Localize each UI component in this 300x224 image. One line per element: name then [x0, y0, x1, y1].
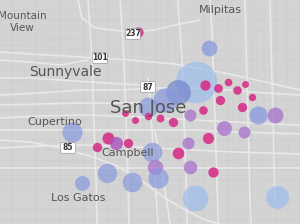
Point	[105, 171, 110, 175]
Point	[194, 80, 198, 84]
Point	[206, 136, 210, 140]
Point	[94, 145, 99, 149]
Text: Campbell: Campbell	[102, 148, 154, 158]
Point	[243, 82, 248, 86]
Text: Los Gatos: Los Gatos	[51, 193, 105, 203]
Point	[211, 170, 215, 174]
Text: 237: 237	[125, 30, 141, 39]
Point	[188, 113, 192, 117]
FancyBboxPatch shape	[141, 82, 155, 92]
Point	[240, 105, 244, 109]
Point	[146, 114, 150, 118]
Point	[222, 126, 226, 130]
FancyBboxPatch shape	[126, 29, 140, 39]
Point	[273, 113, 278, 117]
Text: 87: 87	[142, 82, 153, 91]
Point	[150, 150, 154, 154]
Point	[80, 181, 84, 185]
Point	[130, 180, 134, 184]
Point	[207, 46, 212, 50]
Text: San Jose: San Jose	[110, 99, 186, 117]
Text: Milpitas: Milpitas	[199, 5, 242, 15]
Point	[114, 141, 118, 145]
Point	[176, 90, 180, 94]
Point	[70, 130, 74, 134]
Point	[235, 88, 239, 92]
Point	[156, 176, 161, 180]
Text: 85: 85	[63, 144, 73, 153]
Point	[158, 116, 162, 120]
Point	[153, 165, 158, 169]
Point	[106, 136, 110, 140]
Point	[202, 83, 207, 87]
Point	[171, 120, 176, 124]
Point	[136, 30, 140, 34]
Point	[123, 111, 128, 115]
Point	[126, 141, 130, 145]
FancyBboxPatch shape	[93, 53, 107, 63]
Point	[242, 130, 246, 134]
Point	[274, 195, 279, 199]
Text: Mountain
View: Mountain View	[0, 11, 46, 33]
Point	[146, 105, 150, 109]
Point	[133, 118, 137, 122]
Text: 101: 101	[92, 54, 108, 62]
Point	[193, 196, 197, 200]
Point	[188, 165, 192, 169]
Point	[218, 98, 222, 102]
Point	[226, 80, 230, 84]
Point	[176, 151, 180, 155]
Point	[250, 95, 254, 99]
FancyBboxPatch shape	[61, 143, 75, 153]
Point	[186, 141, 190, 145]
Point	[163, 98, 167, 102]
Text: Sunnyvale: Sunnyvale	[29, 65, 101, 79]
Point	[201, 108, 206, 112]
Text: Cupertino: Cupertino	[28, 117, 82, 127]
Point	[216, 86, 220, 90]
Point	[256, 113, 260, 117]
